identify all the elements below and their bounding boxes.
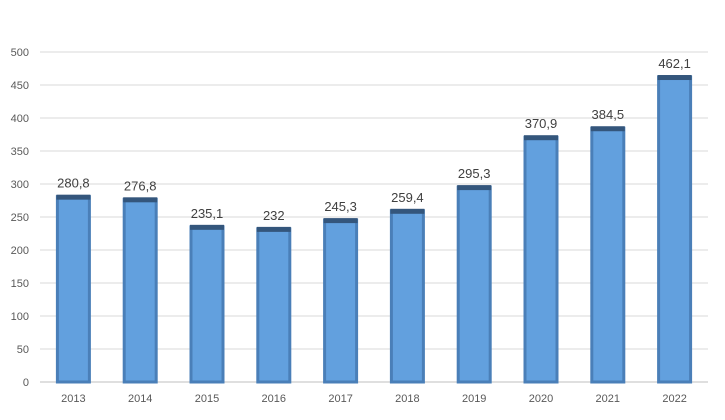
x-tick-label: 2016: [262, 393, 286, 405]
y-tick-label: 450: [11, 80, 29, 92]
bar-group: [122, 197, 158, 384]
y-tick-label: 150: [11, 278, 29, 290]
y-tick-label: 300: [11, 179, 29, 191]
bar-top-cap: [390, 208, 425, 214]
bar: [323, 218, 359, 384]
bar: [122, 197, 158, 384]
bar-group: [590, 126, 626, 384]
bar-group: [256, 226, 292, 384]
bar-top-cap: [123, 197, 158, 203]
bar-group: [323, 218, 359, 384]
bar: [189, 225, 225, 384]
x-tick-label: 2020: [529, 393, 553, 405]
bar-group: [55, 194, 91, 384]
bar-group: [456, 185, 492, 384]
x-tick-label: 2019: [462, 393, 486, 405]
y-tick-label: 100: [11, 311, 29, 323]
bar-top-cap: [56, 194, 91, 200]
data-label: 295,3: [458, 166, 491, 181]
bar-top-cap: [657, 75, 692, 81]
bar: [523, 135, 559, 384]
bar: [55, 195, 91, 384]
data-label: 232: [263, 208, 285, 223]
bar: [456, 185, 492, 384]
x-tick-label: 2022: [662, 393, 686, 405]
bar-top-cap: [323, 218, 358, 224]
x-tick-label: 2021: [596, 393, 620, 405]
bar: [590, 126, 626, 384]
bar-group: [189, 224, 225, 384]
x-tick-label: 2018: [395, 393, 419, 405]
data-label: 370,9: [525, 116, 558, 131]
y-tick-label: 400: [11, 113, 29, 125]
bar-top-cap: [190, 224, 224, 230]
x-tick-label: 2015: [195, 393, 219, 405]
y-tick-label: 200: [11, 245, 29, 257]
data-label: 280,8: [57, 176, 90, 191]
bar: [389, 209, 425, 384]
data-label: 462,1: [658, 56, 691, 71]
bar-top-cap: [524, 135, 558, 141]
data-label: 384,5: [592, 107, 625, 122]
bar-group: [657, 75, 693, 384]
bar-group: [523, 135, 559, 384]
data-label: 259,4: [391, 190, 424, 205]
bar-top-cap: [457, 185, 492, 191]
data-label: 235,1: [191, 206, 224, 221]
x-tick-label: 2013: [61, 393, 85, 405]
bar: [657, 75, 693, 384]
y-tick-label: 250: [11, 212, 29, 224]
y-tick-label: 500: [11, 47, 29, 59]
data-label: 245,3: [324, 199, 357, 214]
y-tick-label: 50: [17, 344, 29, 356]
bar-top-cap: [256, 226, 291, 232]
y-tick-label: 0: [23, 377, 29, 389]
y-tick-label: 350: [11, 146, 29, 158]
x-tick-label: 2017: [328, 393, 352, 405]
data-label: 276,8: [124, 178, 157, 193]
bar-top-cap: [590, 126, 625, 132]
x-tick-label: 2014: [128, 393, 152, 405]
bar: [256, 227, 292, 384]
bar-group: [389, 208, 425, 384]
